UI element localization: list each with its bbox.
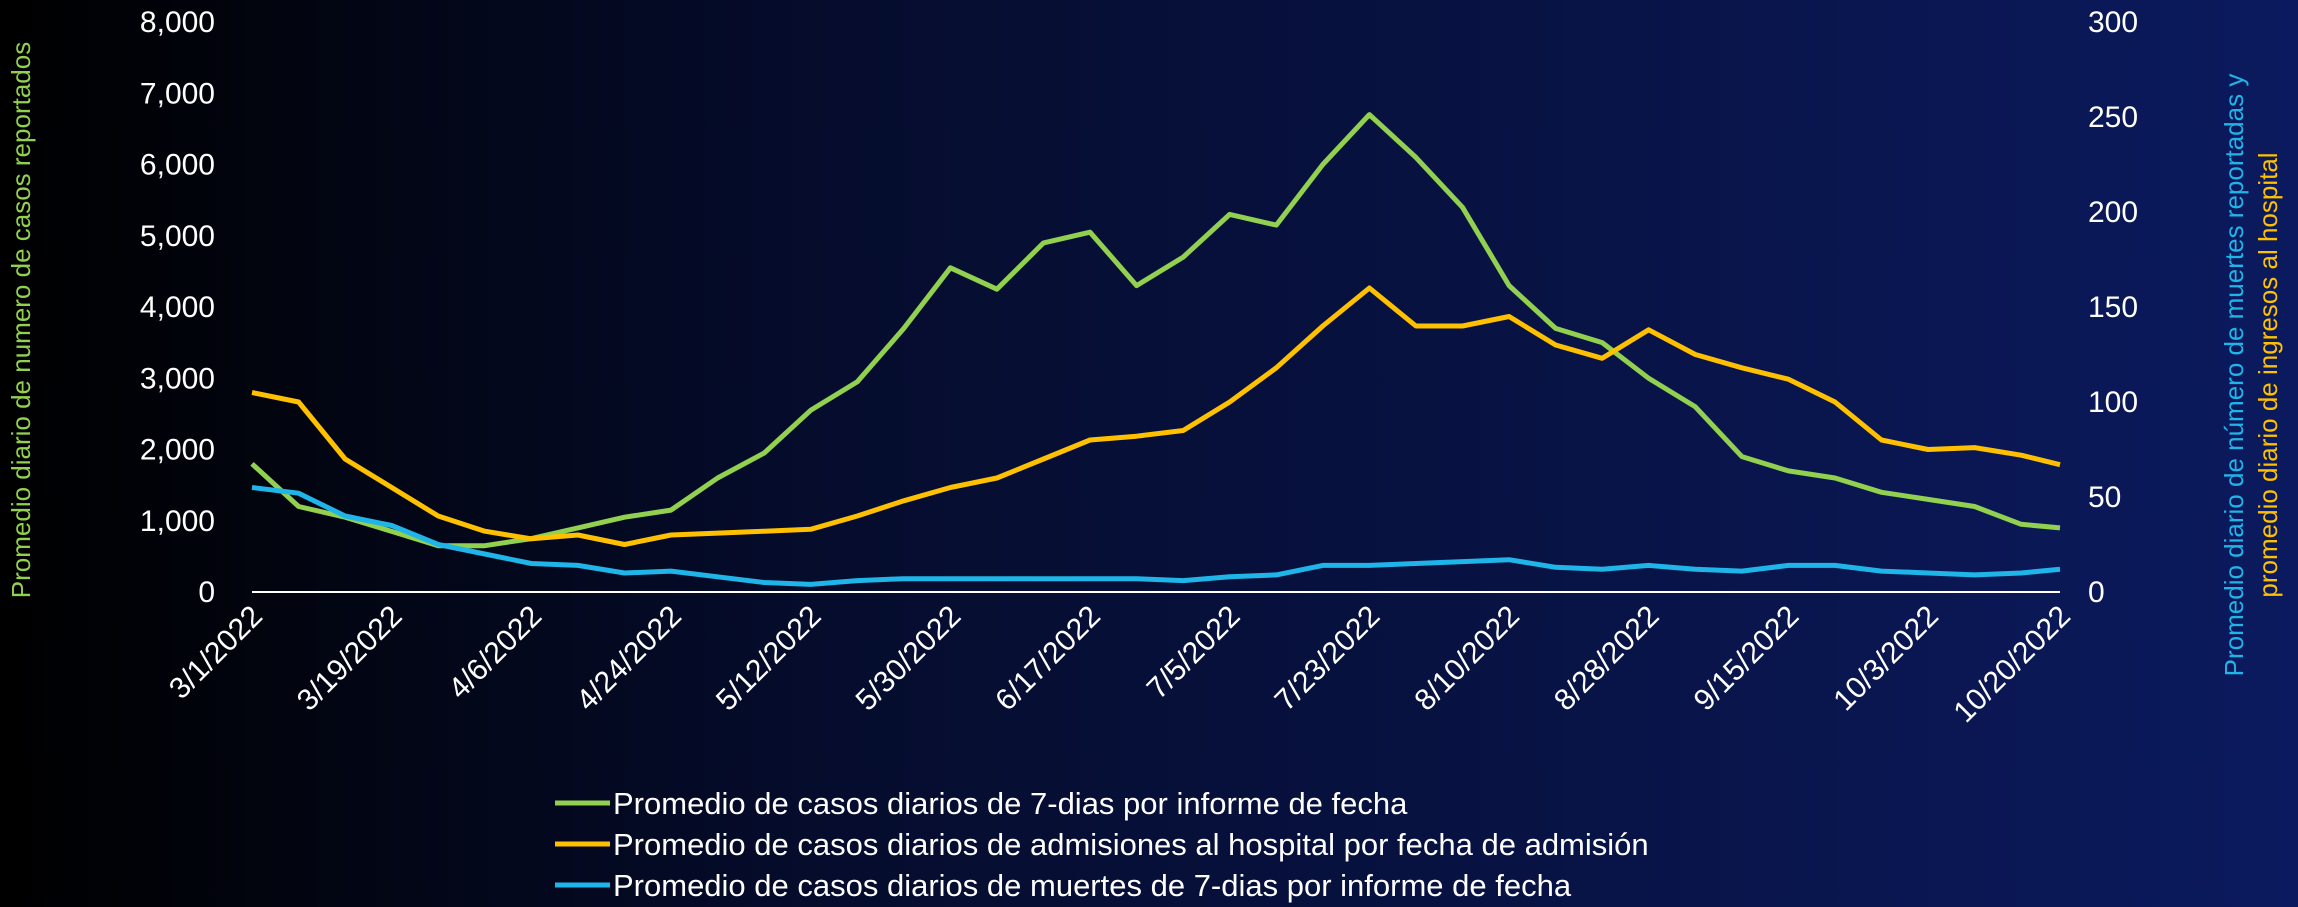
y-tick-label: 1,000 [140, 505, 215, 538]
y2-axis-label: Promedio diario de número de muertes rep… [2219, 74, 2249, 677]
y2-tick-label: 50 [2088, 481, 2121, 514]
y2-tick-label: 150 [2088, 291, 2138, 324]
y-axis-label: Promedio diario de numero de casos repor… [6, 42, 36, 598]
legend-text: Promedio de casos diarios de 7-dias por … [613, 786, 1408, 821]
legend-text: Promedio de casos diarios de admisiones … [613, 827, 1649, 862]
y-tick-label: 7,000 [140, 77, 215, 110]
y2-tick-label: 250 [2088, 101, 2138, 134]
y2-tick-label: 100 [2088, 386, 2138, 419]
y2-axis-label: promedio diario de ingresos al hospital [2253, 152, 2283, 597]
series-line [251, 485, 2061, 587]
y-tick-label: 8,000 [140, 6, 215, 39]
y-tick-label: 2,000 [140, 434, 215, 467]
y2-tick-label: 300 [2088, 6, 2138, 39]
y-tick-label: 4,000 [140, 291, 215, 324]
series-line [251, 285, 2061, 547]
y-tick-label: 6,000 [140, 149, 215, 182]
y-tick-label: 3,000 [140, 362, 215, 395]
series-line [250, 112, 2061, 549]
y-tick-label: 0 [198, 576, 215, 609]
y2-tick-label: 200 [2088, 196, 2138, 229]
legend-text: Promedio de casos diarios de muertes de … [613, 868, 1572, 903]
y-tick-label: 5,000 [140, 220, 215, 253]
y2-tick-label: 0 [2088, 576, 2105, 609]
